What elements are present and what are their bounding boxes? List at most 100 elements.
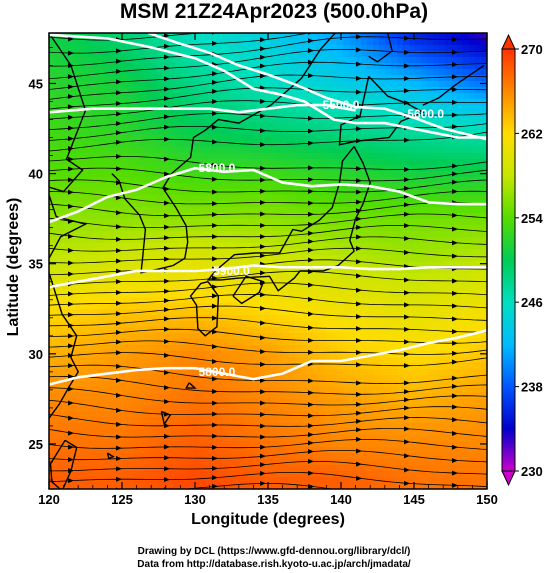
streamline-arrow <box>116 363 122 369</box>
colorbar-tick-label: 262 <box>521 126 543 141</box>
streamline-arrow <box>404 202 410 208</box>
contour-5500.0-0 <box>147 33 487 141</box>
streamline-arrow <box>356 34 362 40</box>
streamline-arrow <box>212 284 218 290</box>
streamline-arrow <box>356 13 362 18</box>
streamline-arrow <box>212 40 218 46</box>
streamline-arrow <box>260 470 266 476</box>
streamline-arrow <box>404 223 410 229</box>
streamline-arrow <box>260 305 266 311</box>
streamline-arrow <box>260 46 266 52</box>
contour-label: 5900.0 <box>213 264 250 278</box>
streamline-arrow <box>356 427 362 433</box>
streamline-arrow <box>260 54 266 60</box>
streamline-arrow <box>356 126 362 132</box>
streamline-arrow <box>164 186 170 192</box>
streamline-arrow <box>116 456 122 462</box>
streamline-arrow <box>68 156 74 162</box>
streamline-arrow <box>68 114 74 120</box>
streamline-arrow <box>68 177 74 183</box>
x-tick-label: 135 <box>257 492 279 507</box>
streamline-arrow <box>212 162 218 168</box>
streamline-arrow <box>260 320 266 326</box>
streamline-arrow <box>164 423 170 429</box>
streamline-arrow <box>308 73 314 79</box>
streamline-arrow <box>68 343 74 349</box>
x-tick-label: 125 <box>111 492 133 507</box>
streamline-arrow <box>212 201 218 207</box>
coastline-ryukyu-3 <box>106 452 115 460</box>
streamline-arrow <box>404 63 410 69</box>
streamline-arrow <box>308 378 314 384</box>
streamline-arrow <box>308 269 314 275</box>
streamline-arrow <box>356 273 362 279</box>
streamline-arrow <box>452 171 458 177</box>
streamline-arrow <box>116 101 122 107</box>
streamline-arrow <box>164 235 170 241</box>
streamline-arrow <box>452 393 458 399</box>
streamline-arrow <box>116 248 122 254</box>
streamline-arrow <box>212 212 218 218</box>
streamline-arrow <box>212 139 218 145</box>
streamline-arrow <box>308 239 314 245</box>
x-tick-label: 120 <box>38 492 60 507</box>
streamline-arrow <box>260 142 266 148</box>
streamline-arrow <box>212 344 218 350</box>
streamline-arrow <box>356 338 362 344</box>
streamline-arrow <box>164 171 170 177</box>
streamline-arrow <box>212 222 218 228</box>
colorbar-tick-label: 238 <box>521 380 543 395</box>
streamline-arrow <box>404 35 410 41</box>
streamline-arrow <box>212 444 218 450</box>
streamline-arrow <box>116 339 122 345</box>
streamline-arrow <box>404 100 410 106</box>
streamline-arrow <box>68 363 74 369</box>
streamline-arrow <box>356 490 362 495</box>
streamline-arrow <box>164 298 170 304</box>
streamline-arrow <box>164 385 170 391</box>
streamline-arrow <box>116 130 122 136</box>
streamline-arrow <box>308 128 314 134</box>
colorbar: 230 238 246 254 262 270 <box>501 33 543 487</box>
coastline-ryukyu-1 <box>185 382 197 389</box>
streamline-arrow <box>308 59 314 65</box>
streamline-arrow <box>452 404 458 410</box>
streamline-arrow <box>308 247 314 253</box>
streamline-arrow <box>68 291 74 297</box>
streamline-arrow <box>308 423 314 429</box>
streamline-arrow <box>212 475 218 481</box>
streamline-arrow <box>260 453 266 459</box>
streamline-arrow <box>116 58 122 64</box>
streamline-arrow <box>356 391 362 397</box>
streamline-arrow <box>260 335 266 341</box>
streamline-arrow <box>68 333 74 339</box>
streamline-arrow <box>308 140 314 146</box>
streamline-arrow <box>452 112 458 118</box>
streamline-arrow <box>452 86 458 92</box>
streamline-arrow <box>404 380 410 386</box>
streamline-arrow <box>356 224 362 230</box>
streamline-arrow <box>116 466 122 472</box>
streamline-arrow <box>260 165 266 171</box>
streamline-arrow <box>308 440 314 446</box>
streamline-arrow <box>452 303 458 309</box>
streamline-arrow <box>116 121 122 127</box>
streamline-arrow <box>116 111 122 117</box>
streamline-arrow <box>68 468 74 474</box>
x-tick-label: 150 <box>476 492 498 507</box>
streamline-arrow <box>356 178 362 184</box>
streamline-arrow <box>68 94 74 100</box>
streamline-arrow <box>116 476 122 482</box>
streamline-arrow <box>212 176 218 182</box>
streamline-arrow <box>404 363 410 369</box>
streamline-arrow <box>260 27 266 32</box>
colorbar-tick-label: 254 <box>521 211 543 226</box>
streamline-arrow <box>356 475 362 481</box>
streamline-arrow <box>212 465 218 471</box>
streamline-arrow <box>404 389 410 395</box>
streamline-arrow <box>452 470 458 476</box>
streamline-arrow <box>356 301 362 307</box>
streamline-arrow <box>68 322 74 328</box>
streamline-arrow <box>452 458 458 464</box>
colorbar-tick-label: 246 <box>521 295 543 310</box>
